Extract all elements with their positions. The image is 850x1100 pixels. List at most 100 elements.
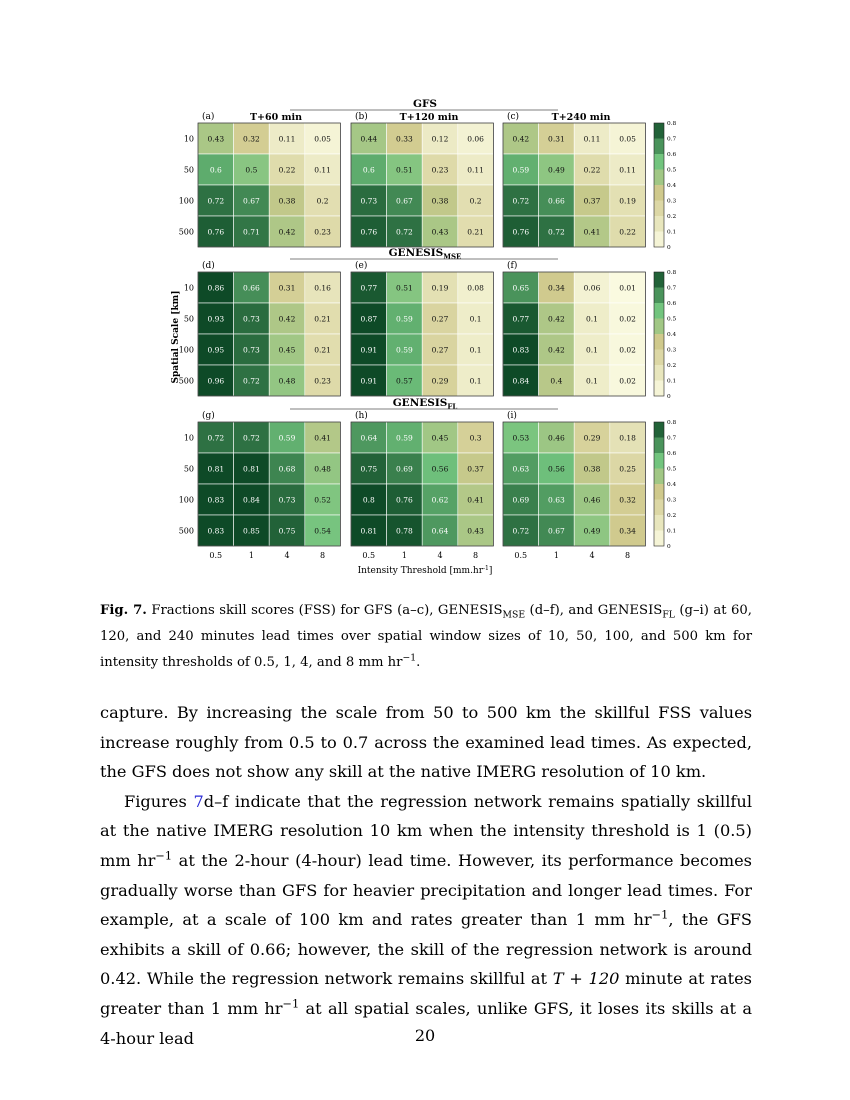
cell-value-label: 0.96 bbox=[207, 377, 224, 386]
cell-value-label: 0.52 bbox=[314, 496, 331, 505]
x-tick-label: 4 bbox=[437, 551, 442, 560]
cell-value-label: 0.54 bbox=[314, 527, 331, 536]
cell-value-label: 0.37 bbox=[584, 197, 601, 206]
cell-value-label: 0.93 bbox=[207, 315, 224, 324]
cell-value-label: 0.31 bbox=[548, 135, 565, 144]
panel-label: (g) bbox=[202, 410, 215, 421]
panel-label: (i) bbox=[507, 410, 517, 421]
colorbar-segment bbox=[654, 123, 664, 139]
cell-value-label: 0.05 bbox=[619, 135, 636, 144]
panel-label: (c) bbox=[507, 111, 519, 122]
colorbar-tick-label: 0 bbox=[667, 245, 671, 251]
heatmap-cell bbox=[386, 483, 423, 516]
figure-caption: Fig. 7. Fractions skill scores (FSS) for… bbox=[100, 598, 752, 676]
panel-label: (h) bbox=[355, 410, 368, 421]
x-tick-label: 8 bbox=[473, 551, 478, 560]
p2-sup-2: −1 bbox=[651, 907, 669, 922]
cell-value-label: 0.81 bbox=[243, 465, 260, 474]
cell-value-label: 0.46 bbox=[548, 434, 565, 443]
cell-value-label: 0.32 bbox=[619, 496, 636, 505]
column-title: T+60 min bbox=[250, 112, 302, 123]
colorbar-tick-label: 0.1 bbox=[667, 379, 676, 385]
cell-value-label: 0.63 bbox=[548, 496, 565, 505]
cell-value-label: 0.23 bbox=[432, 166, 449, 175]
group-title: GENESISFL bbox=[393, 397, 458, 411]
heatmap-cell bbox=[457, 483, 494, 516]
cell-value-label: 0.11 bbox=[584, 135, 601, 144]
cell-value-label: 0.29 bbox=[432, 377, 449, 386]
cell-value-label: 0.81 bbox=[207, 465, 224, 474]
y-tick-label: 100 bbox=[179, 496, 194, 505]
colorbar-tick-label: 0.4 bbox=[667, 482, 677, 488]
heatmap-cell bbox=[538, 364, 575, 397]
heatmap-cell bbox=[386, 122, 423, 155]
figure-reference-link[interactable]: 7 bbox=[193, 791, 204, 811]
y-tick-label: 10 bbox=[184, 434, 194, 443]
cell-value-label: 0.59 bbox=[512, 166, 529, 175]
heatmap-cell bbox=[609, 153, 646, 186]
colorbar-tick-label: 0.4 bbox=[667, 183, 677, 189]
cell-value-label: 0.87 bbox=[360, 315, 377, 324]
cell-value-label: 0.59 bbox=[279, 434, 296, 443]
colorbar-segment bbox=[654, 484, 664, 500]
cell-value-label: 0.05 bbox=[314, 135, 331, 144]
cell-value-label: 0.42 bbox=[279, 228, 296, 237]
cell-value-label: 0.57 bbox=[396, 377, 413, 386]
heatmap-cell bbox=[268, 421, 306, 454]
cell-value-label: 0.64 bbox=[360, 434, 377, 443]
cell-value-label: 0.42 bbox=[548, 315, 565, 324]
heatmap-cell bbox=[350, 122, 387, 155]
y-axis-label: Spatial Scale [km] bbox=[171, 291, 181, 384]
cell-value-label: 0.72 bbox=[243, 377, 260, 386]
cell-value-label: 0.31 bbox=[279, 284, 296, 293]
heatmap-cell bbox=[538, 215, 575, 248]
group-title: GFS bbox=[413, 98, 437, 110]
heatmap-cell bbox=[197, 302, 234, 335]
p2-text-d: , the GFS exhibits a skill of 0.66; howe… bbox=[100, 910, 752, 989]
colorbar-tick-label: 0.3 bbox=[667, 348, 677, 354]
x-axis-label: Intensity Threshold [mm.hr-1] bbox=[358, 565, 493, 576]
cell-value-label: 0.85 bbox=[243, 527, 260, 536]
x-axis-label-text: Intensity Threshold [mm.hr bbox=[358, 566, 484, 576]
cell-value-label: 0.76 bbox=[512, 228, 529, 237]
heatmap-cell bbox=[350, 271, 387, 304]
p2-text-e: minute at rates greater than 1 mm hr bbox=[100, 969, 752, 1018]
heatmap-cell bbox=[502, 452, 539, 485]
x-tick-label: 8 bbox=[625, 551, 630, 560]
cell-value-label: 0.81 bbox=[360, 527, 377, 536]
cell-value-label: 0.02 bbox=[619, 377, 636, 386]
heatmap-cell bbox=[457, 364, 494, 397]
cell-value-label: 0.2 bbox=[317, 197, 329, 206]
panel-frame bbox=[350, 421, 494, 547]
cell-value-label: 0.11 bbox=[467, 166, 484, 175]
cell-value-label: 0.3 bbox=[470, 434, 482, 443]
cell-value-label: 0.29 bbox=[584, 434, 601, 443]
heatmap-cell bbox=[350, 153, 387, 186]
paragraph-1: capture. By increasing the scale from 50… bbox=[100, 703, 752, 782]
cell-value-label: 0.53 bbox=[512, 434, 529, 443]
cell-value-label: 0.69 bbox=[512, 496, 529, 505]
colorbar-segment bbox=[654, 515, 664, 531]
cell-value-label: 0.73 bbox=[243, 346, 260, 355]
heatmap-cell bbox=[386, 184, 423, 217]
colorbar-tick-label: 0.3 bbox=[667, 498, 677, 504]
cell-value-label: 0.38 bbox=[432, 197, 449, 206]
cell-value-label: 0.48 bbox=[279, 377, 296, 386]
cell-value-label: 0.86 bbox=[207, 284, 224, 293]
heatmap-cell bbox=[268, 483, 306, 516]
paragraph-2: Figures 7d–f indicate that the regressio… bbox=[100, 787, 752, 1053]
cell-value-label: 0.11 bbox=[619, 166, 636, 175]
heatmap-cell bbox=[233, 215, 270, 248]
cell-value-label: 0.91 bbox=[360, 377, 377, 386]
body-text: capture. By increasing the scale from 50… bbox=[100, 698, 752, 1053]
heatmap-cell bbox=[233, 122, 270, 155]
colorbar-frame bbox=[653, 421, 665, 547]
cell-value-label: 0.72 bbox=[396, 228, 413, 237]
cell-value-label: 0.33 bbox=[396, 135, 413, 144]
colorbar-tick-label: 0.7 bbox=[667, 436, 677, 442]
panel-label: (e) bbox=[355, 260, 367, 271]
cell-value-label: 0.66 bbox=[243, 284, 260, 293]
cell-value-label: 0.34 bbox=[619, 527, 636, 536]
cell-value-label: 0.51 bbox=[396, 284, 413, 293]
panel-label: (d) bbox=[202, 260, 215, 271]
